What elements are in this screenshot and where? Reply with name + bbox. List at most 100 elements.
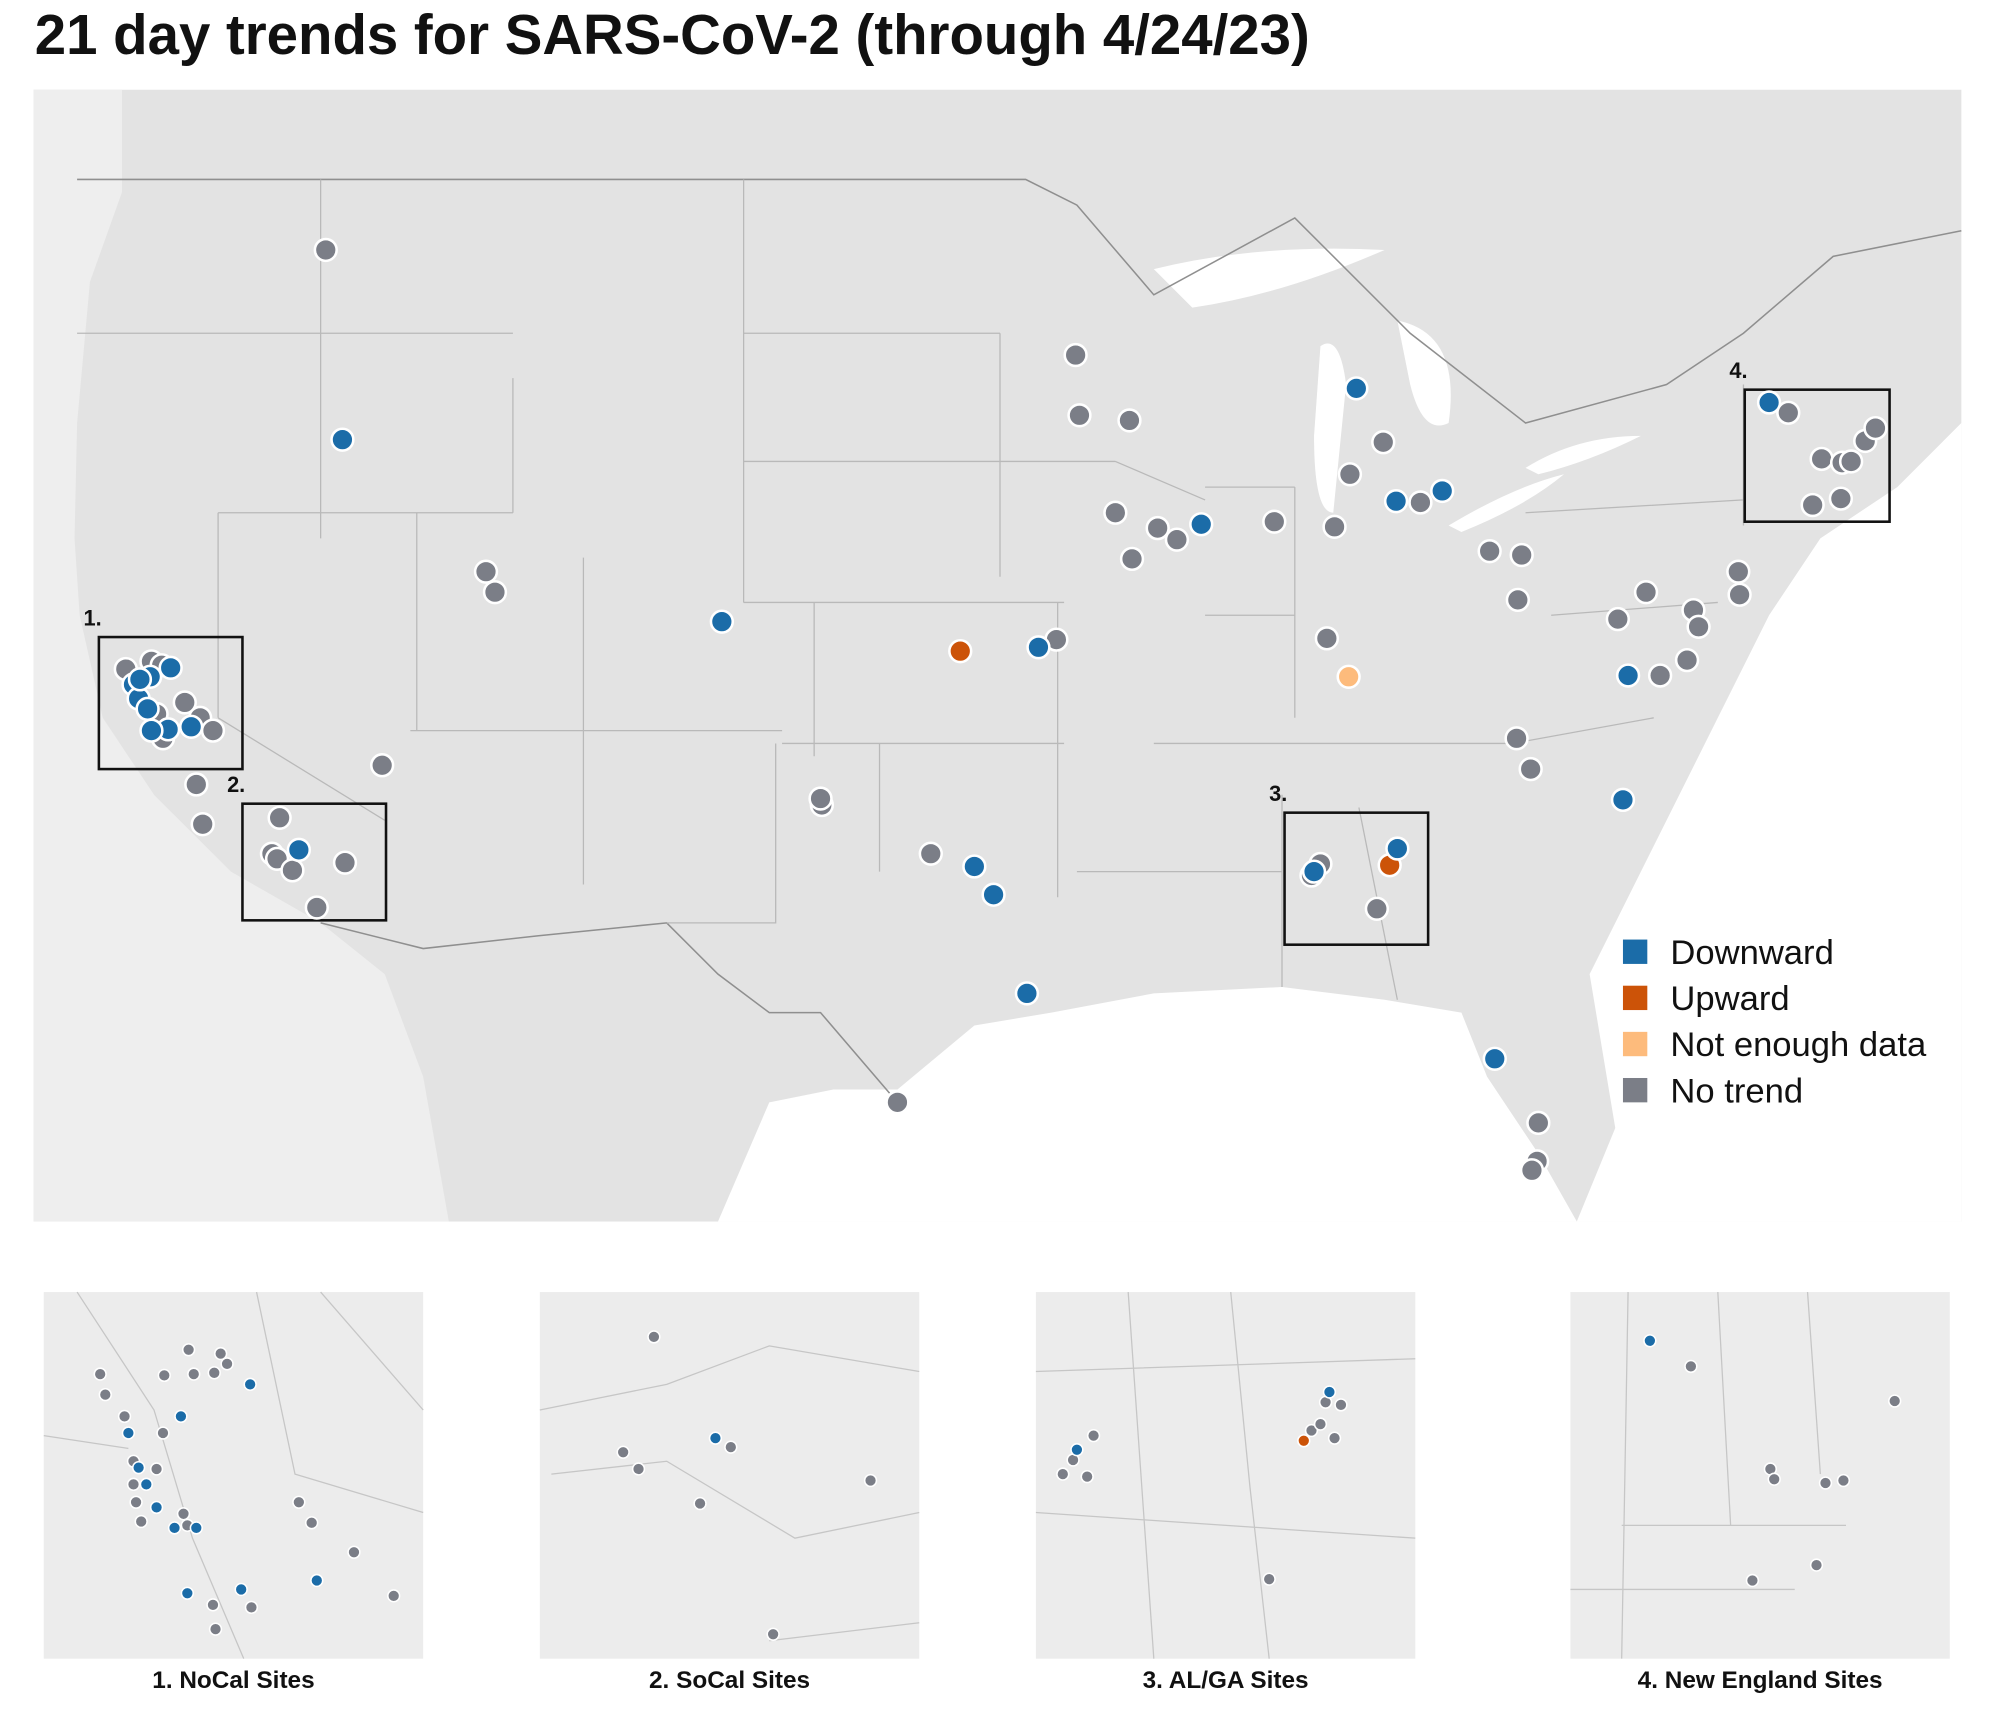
site-marker <box>1610 787 1636 813</box>
site-marker <box>1509 542 1534 568</box>
inset-site-marker <box>647 1330 661 1344</box>
inset-site-marker <box>134 1514 148 1529</box>
title: 21 day trends for SARS-CoV-2 (through 4/… <box>35 3 1310 66</box>
site-marker <box>330 427 355 452</box>
atlantic-ocean <box>1576 422 1962 1222</box>
inset-site-marker <box>180 1586 195 1600</box>
site-marker <box>1526 1110 1551 1136</box>
gulf-of-mexico <box>718 986 1577 1222</box>
site-marker <box>1776 400 1801 425</box>
inset-site-marker <box>149 1462 164 1476</box>
site-marker <box>709 609 735 634</box>
inset-caption: 1. NoCal Sites <box>152 1667 314 1694</box>
inset-site-marker <box>693 1496 707 1511</box>
legend-label: Upward <box>1670 980 1789 1018</box>
inset-site-marker <box>1888 1394 1902 1408</box>
state-lines <box>77 179 1745 1000</box>
site-marker <box>1615 663 1641 688</box>
mexico-border <box>320 922 899 1103</box>
site-marker <box>1519 1158 1545 1183</box>
site-marker <box>1482 1046 1507 1071</box>
inset-site-marker <box>1322 1385 1337 1399</box>
site-marker <box>473 559 499 584</box>
inset-caption: 2. SoCal Sites <box>649 1667 810 1694</box>
legend-swatch <box>1622 939 1648 964</box>
inset-caption: 4. New England Sites <box>1638 1667 1883 1694</box>
site-marker <box>1145 515 1170 541</box>
site-marker <box>962 854 987 879</box>
site-marker <box>286 837 312 863</box>
inset-site-marker <box>292 1495 306 1509</box>
inset-site-marker <box>126 1477 141 1491</box>
inset-panel: 4. New England Sites <box>1570 1292 1950 1694</box>
site-marker <box>1477 538 1502 564</box>
inset-site-marker <box>174 1409 188 1424</box>
site-marker <box>267 805 292 830</box>
inset-site-marker <box>176 1507 191 1521</box>
inset-background <box>539 1292 920 1659</box>
legend-label: Downward <box>1670 934 1833 972</box>
site-marker <box>1067 403 1092 428</box>
inset-site-marker <box>1334 1398 1348 1412</box>
inset-site-marker <box>1080 1469 1094 1484</box>
site-marker <box>1119 546 1145 572</box>
site-marker <box>127 667 153 692</box>
region-box <box>241 802 388 922</box>
site-marker <box>179 714 204 739</box>
site-marker <box>1164 527 1190 552</box>
inset-site-marker <box>766 1627 780 1641</box>
inset-site-marker <box>189 1521 203 1535</box>
site-marker <box>1800 492 1825 518</box>
legend-swatch <box>1622 985 1648 1011</box>
site-marker <box>1726 559 1751 584</box>
inset-site-marker <box>631 1462 646 1476</box>
inset-site-marker <box>1297 1434 1311 1448</box>
site-marker <box>1026 635 1051 660</box>
inset-caption: 3. AL/GA Sites <box>1143 1667 1309 1694</box>
site-marker <box>139 718 164 743</box>
inset-maps: 1. NoCal Sites 2. SoCal Sites 3. AL/GA Sit… <box>43 1291 1950 1694</box>
lake-ontario <box>1525 435 1641 475</box>
site-marker <box>135 696 160 722</box>
site-marker <box>918 841 943 866</box>
legend-label: No trend <box>1670 1072 1803 1110</box>
inset-site-marker <box>1745 1573 1760 1588</box>
site-marker <box>332 850 358 875</box>
site-markers <box>113 237 1888 1183</box>
site-marker <box>1385 836 1410 861</box>
site-marker <box>1505 587 1531 613</box>
inset-background <box>43 1292 424 1659</box>
region-marker: 3. <box>1269 781 1287 806</box>
canada-border <box>77 178 1962 424</box>
inset-panel: 3. AL/GA Sites <box>1035 1291 1416 1694</box>
site-marker <box>1371 430 1396 455</box>
region-marker: 4. <box>1729 358 1747 383</box>
site-marker <box>158 655 183 680</box>
inset-lines <box>1570 1292 1846 1659</box>
site-marker <box>1364 896 1390 921</box>
inset-panel: 2. SoCal Sites <box>539 1292 920 1694</box>
site-marker <box>304 895 329 920</box>
site-marker <box>1383 489 1409 514</box>
inset-site-marker <box>207 1366 221 1380</box>
site-marker <box>885 1090 910 1115</box>
inset-site-marker <box>208 1622 223 1636</box>
site-marker <box>1408 490 1433 515</box>
inset-site-marker <box>129 1495 143 1509</box>
inset-site-marker <box>98 1387 112 1402</box>
inset-site-marker <box>234 1582 248 1597</box>
site-marker <box>172 690 197 715</box>
site-marker <box>1314 626 1340 651</box>
site-marker <box>1344 376 1369 401</box>
region-box <box>97 635 244 771</box>
legend-swatch <box>1622 1031 1648 1057</box>
inset-lines <box>539 1345 920 1642</box>
inset-site-marker <box>347 1545 361 1559</box>
inset-site-marker <box>213 1346 228 1361</box>
site-marker <box>482 580 508 605</box>
region-box <box>1743 388 1891 523</box>
inset-site-marker <box>157 1368 171 1383</box>
inset-site-marker <box>1313 1417 1328 1431</box>
